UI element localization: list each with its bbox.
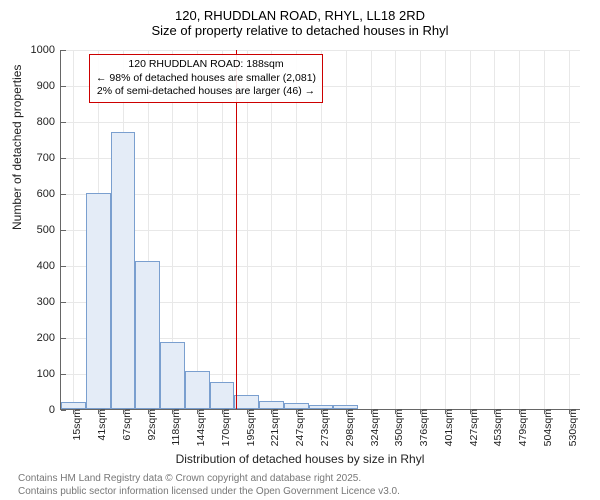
footer-line2: Contains public sector information licen… xyxy=(18,486,400,499)
grid-line-v xyxy=(519,50,520,409)
x-tick: 324sqm xyxy=(366,409,381,446)
annotation-box: 120 RHUDDLAN ROAD: 188sqm ← 98% of detac… xyxy=(89,54,323,103)
x-tick: 273sqm xyxy=(316,409,331,446)
chart-container: 120, RHUDDLAN ROAD, RHYL, LL18 2RD Size … xyxy=(0,0,600,500)
grid-line-v xyxy=(271,50,272,409)
y-tick: 100 xyxy=(37,368,61,380)
y-tick: 1000 xyxy=(31,44,61,56)
histogram-bar xyxy=(61,402,86,409)
histogram-bar xyxy=(259,401,284,409)
grid-line-v xyxy=(197,50,198,409)
histogram-bar xyxy=(86,193,111,409)
grid-line-v xyxy=(321,50,322,409)
x-tick: 427sqm xyxy=(465,409,480,446)
grid-line-v xyxy=(494,50,495,409)
histogram-bar xyxy=(210,382,235,409)
y-tick: 400 xyxy=(37,260,61,272)
grid-line-v xyxy=(296,50,297,409)
x-tick: 41sqm xyxy=(93,409,108,441)
annotation-line2: ← 98% of detached houses are smaller (2,… xyxy=(96,72,316,86)
y-axis-label: Number of detached properties xyxy=(10,65,24,230)
x-tick: 453sqm xyxy=(489,409,504,446)
footer-line1: Contains HM Land Registry data © Crown c… xyxy=(18,473,400,486)
x-tick: 118sqm xyxy=(167,409,182,446)
grid-line-v xyxy=(346,50,347,409)
grid-line-v xyxy=(569,50,570,409)
grid-line-v xyxy=(445,50,446,409)
histogram-bar xyxy=(111,132,136,409)
grid-line-v xyxy=(395,50,396,409)
y-tick: 600 xyxy=(37,188,61,200)
x-tick: 144sqm xyxy=(192,409,207,446)
x-tick: 298sqm xyxy=(341,409,356,446)
plot-area: 0100200300400500600700800900100015sqm41s… xyxy=(60,50,580,410)
y-tick: 700 xyxy=(37,152,61,164)
grid-line-v xyxy=(420,50,421,409)
grid-line-v xyxy=(544,50,545,409)
grid-line-v xyxy=(73,50,74,409)
marker-line xyxy=(236,50,237,409)
histogram-bar xyxy=(234,395,259,409)
x-tick: 504sqm xyxy=(539,409,554,446)
y-tick: 300 xyxy=(37,296,61,308)
x-tick: 92sqm xyxy=(143,409,158,441)
x-tick: 170sqm xyxy=(217,409,232,446)
x-tick: 479sqm xyxy=(514,409,529,446)
histogram-bar xyxy=(185,371,210,409)
histogram-bar xyxy=(309,405,334,409)
x-tick: 221sqm xyxy=(266,409,281,446)
x-tick: 247sqm xyxy=(291,409,306,446)
y-tick: 800 xyxy=(37,116,61,128)
histogram-bar xyxy=(284,403,309,409)
chart-title-main: 120, RHUDDLAN ROAD, RHYL, LL18 2RD xyxy=(0,0,600,23)
histogram-bar xyxy=(160,342,185,409)
x-tick: 195sqm xyxy=(242,409,257,446)
grid-line-v xyxy=(470,50,471,409)
histogram-bar xyxy=(333,405,358,409)
y-tick: 0 xyxy=(49,404,61,416)
x-tick: 401sqm xyxy=(440,409,455,446)
chart-title-sub: Size of property relative to detached ho… xyxy=(0,23,600,38)
x-tick: 350sqm xyxy=(390,409,405,446)
grid-line-v xyxy=(371,50,372,409)
grid-line-v xyxy=(222,50,223,409)
annotation-line1: 120 RHUDDLAN ROAD: 188sqm xyxy=(96,58,316,72)
histogram-bar xyxy=(135,261,160,409)
y-tick: 500 xyxy=(37,224,61,236)
x-tick: 15sqm xyxy=(68,409,83,441)
y-tick: 200 xyxy=(37,332,61,344)
x-tick: 530sqm xyxy=(564,409,579,446)
annotation-line3: 2% of semi-detached houses are larger (4… xyxy=(96,85,316,99)
chart-footer: Contains HM Land Registry data © Crown c… xyxy=(18,473,400,498)
x-axis-label: Distribution of detached houses by size … xyxy=(0,452,600,466)
grid-line-v xyxy=(247,50,248,409)
x-tick: 376sqm xyxy=(415,409,430,446)
x-tick: 67sqm xyxy=(118,409,133,441)
y-tick: 900 xyxy=(37,80,61,92)
